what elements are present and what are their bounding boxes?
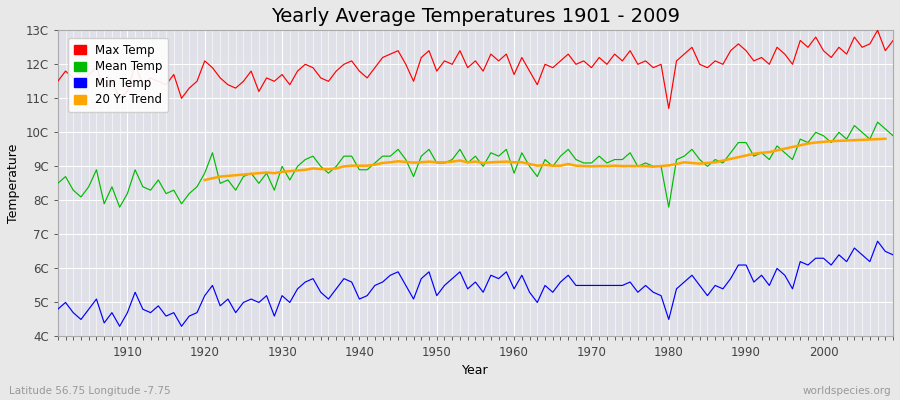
X-axis label: Year: Year bbox=[462, 364, 489, 377]
Y-axis label: Temperature: Temperature bbox=[7, 144, 20, 223]
Text: worldspecies.org: worldspecies.org bbox=[803, 386, 891, 396]
Title: Yearly Average Temperatures 1901 - 2009: Yearly Average Temperatures 1901 - 2009 bbox=[271, 7, 680, 26]
Text: Latitude 56.75 Longitude -7.75: Latitude 56.75 Longitude -7.75 bbox=[9, 386, 171, 396]
Legend: Max Temp, Mean Temp, Min Temp, 20 Yr Trend: Max Temp, Mean Temp, Min Temp, 20 Yr Tre… bbox=[68, 38, 168, 112]
